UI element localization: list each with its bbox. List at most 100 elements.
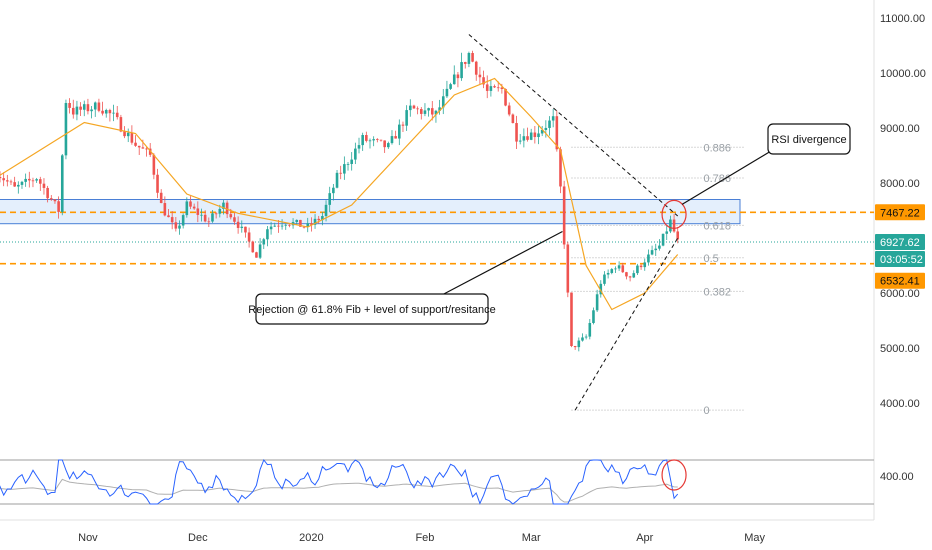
candle-body xyxy=(423,110,427,114)
countdown-tag-bg xyxy=(875,250,925,267)
candle-body xyxy=(507,105,511,115)
rsi-divergence-circle xyxy=(661,459,687,491)
candle-body xyxy=(299,219,302,227)
price-tick-label: 9000.00 xyxy=(880,123,920,135)
candle-body xyxy=(64,102,68,156)
candle-body xyxy=(240,226,244,228)
level-tag-lower-bg xyxy=(875,272,925,289)
candle-body xyxy=(617,265,621,269)
candle-body xyxy=(658,245,661,249)
candle-body xyxy=(482,77,485,85)
candle-body xyxy=(669,219,672,232)
candle-body xyxy=(310,223,313,225)
trendline xyxy=(574,237,679,411)
time-tick-label: Mar xyxy=(522,532,541,544)
candle-body xyxy=(537,133,540,138)
candle-body xyxy=(621,265,625,273)
candle-body xyxy=(9,181,13,183)
candle-body xyxy=(280,225,284,227)
moving-average xyxy=(0,77,679,311)
candle-body xyxy=(152,154,156,175)
candle-body xyxy=(156,174,159,193)
time-tick-label: Apr xyxy=(636,532,653,544)
candle-body xyxy=(159,192,163,204)
candle-body xyxy=(672,219,676,232)
rsi-divergence-text: RSI divergence xyxy=(771,134,846,146)
callout-pointer xyxy=(439,230,563,297)
candle-body xyxy=(236,221,240,228)
candle-body xyxy=(97,102,101,111)
candle-body xyxy=(255,252,258,258)
candle-body xyxy=(229,214,233,218)
candle-body xyxy=(313,218,317,225)
horizontal-levels xyxy=(0,211,874,265)
price-tick-label: 4000.00 xyxy=(880,398,920,410)
candle-body xyxy=(53,199,57,202)
candle-body xyxy=(387,143,390,148)
candle-body xyxy=(0,176,2,179)
time-tick-label: May xyxy=(744,532,765,544)
candle-body xyxy=(372,139,375,141)
candle-body xyxy=(529,132,533,140)
candle-body xyxy=(555,116,559,150)
time-tick-label: 2020 xyxy=(299,532,323,544)
candle-body xyxy=(515,123,518,142)
fib-label: 0.5 xyxy=(703,253,718,265)
candle-body xyxy=(104,110,108,114)
candle-body xyxy=(42,183,46,188)
candle-body xyxy=(24,178,27,182)
rejection-text: Rejection @ 61.8% Fib + level of support… xyxy=(248,304,496,316)
rejection-callout xyxy=(255,293,489,325)
candle-body xyxy=(126,132,130,137)
candle-body xyxy=(456,74,460,79)
candle-body xyxy=(86,104,90,112)
candle-body xyxy=(247,232,251,242)
candle-body xyxy=(588,322,592,337)
candle-body xyxy=(394,136,397,139)
candles xyxy=(0,50,680,352)
candle-body xyxy=(258,244,262,258)
candle-body xyxy=(222,202,225,209)
candle-body xyxy=(170,217,174,223)
candle-body xyxy=(650,250,654,255)
time-tick-label: Nov xyxy=(78,532,98,544)
candle-body xyxy=(324,204,328,217)
candle-body xyxy=(365,135,368,141)
candle-body xyxy=(566,244,570,293)
candle-body xyxy=(200,214,203,216)
candle-body xyxy=(603,274,606,284)
candle-body xyxy=(606,272,610,275)
fib-label: 0 xyxy=(703,405,709,417)
candle-body xyxy=(306,223,310,227)
candle-body xyxy=(383,140,386,148)
time-tick-label: Dec xyxy=(188,532,208,544)
candle-body xyxy=(573,346,577,348)
candle-body xyxy=(266,229,269,240)
price-tags: 7467.22 6927.62 03:05:52 6532.41 xyxy=(875,204,925,289)
fib-label: 0.886 xyxy=(703,142,731,154)
candle-body xyxy=(676,231,680,240)
candle-body xyxy=(354,148,357,160)
candle-body xyxy=(511,114,515,124)
candle-body xyxy=(416,108,419,110)
candle-body xyxy=(427,108,430,111)
candle-body xyxy=(90,109,93,112)
candle-body xyxy=(119,117,123,132)
candle-body xyxy=(493,86,496,88)
candle-body xyxy=(581,337,584,341)
candle-body xyxy=(317,218,321,221)
candle-body xyxy=(643,262,647,268)
candle-body xyxy=(460,62,463,79)
candle-body xyxy=(31,180,35,182)
rsi-line xyxy=(0,459,679,505)
candle-body xyxy=(636,265,639,274)
candle-body xyxy=(544,127,548,130)
candle-body xyxy=(419,109,423,114)
candle-body xyxy=(13,182,16,187)
candle-body xyxy=(101,110,104,114)
candle-body xyxy=(533,132,537,138)
level-tag-lower: 6532.41 xyxy=(880,276,920,288)
candle-body xyxy=(478,74,482,78)
candle-body xyxy=(449,84,452,89)
